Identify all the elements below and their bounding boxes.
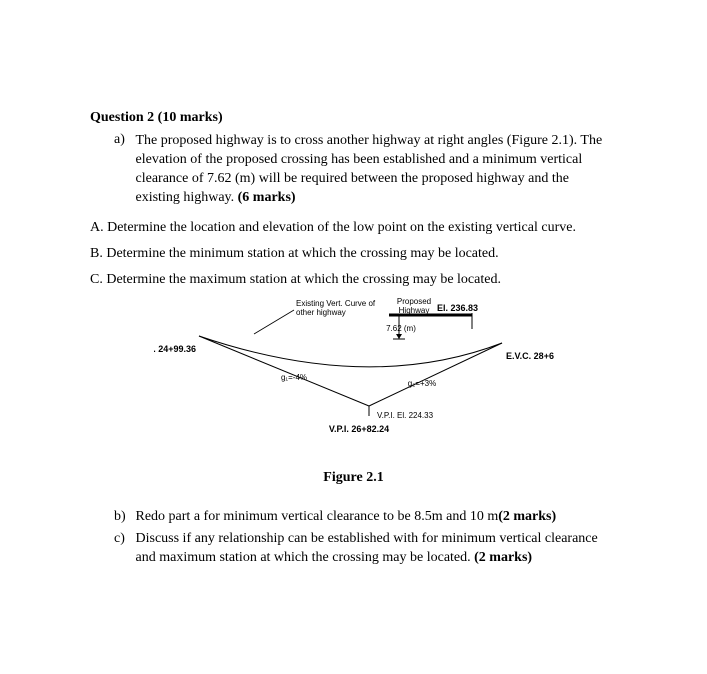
- part-c-text: Discuss if any relationship can be estab…: [136, 530, 616, 568]
- vertical-curve-diagram: P.V.C. 24+99.36 E.V.C. 28+65.12 V.P.I. E…: [154, 298, 554, 458]
- svg-text:Existing Vert. Curve of: Existing Vert. Curve of: [296, 299, 376, 308]
- svg-text:E.V.C. 28+65.12: E.V.C. 28+65.12: [506, 351, 554, 361]
- svg-text:g₁=-4%: g₁=-4%: [280, 373, 306, 382]
- part-b: b) Redo part a for minimum vertical clea…: [114, 508, 617, 527]
- part-a-text: The proposed highway is to cross another…: [136, 132, 616, 208]
- svg-text:7.62 (m): 7.62 (m): [386, 324, 416, 333]
- part-b-label: b): [114, 508, 132, 527]
- svg-text:other highway: other highway: [296, 308, 346, 317]
- svg-text:Highway: Highway: [398, 306, 429, 315]
- svg-text:V.P.I. El. 224.33: V.P.I. El. 224.33: [377, 411, 434, 420]
- part-a: a) The proposed highway is to cross anot…: [114, 132, 617, 208]
- part-a-body: The proposed highway is to cross another…: [136, 133, 603, 205]
- parts-bc: b) Redo part a for minimum vertical clea…: [114, 508, 617, 569]
- sub-A: A. Determine the location and elevation …: [90, 220, 617, 236]
- figure-2-1: P.V.C. 24+99.36 E.V.C. 28+65.12 V.P.I. E…: [154, 298, 554, 486]
- part-a-marks: (6 marks): [238, 190, 296, 205]
- part-a-label: a): [114, 132, 132, 148]
- svg-text:P.V.C. 24+99.36: P.V.C. 24+99.36: [154, 344, 196, 354]
- sub-C: C. Determine the maximum station at whic…: [90, 272, 617, 288]
- part-b-text: Redo part a for minimum vertical clearan…: [136, 508, 616, 527]
- svg-text:El. 236.83: El. 236.83: [437, 303, 478, 313]
- question-title: Question 2 (10 marks): [90, 110, 617, 126]
- sub-B: B. Determine the minimum station at whic…: [90, 246, 617, 262]
- part-b-body: Redo part a for minimum vertical clearan…: [136, 509, 499, 524]
- page-content: Question 2 (10 marks) a) The proposed hi…: [0, 0, 707, 592]
- svg-text:g₂=+3%: g₂=+3%: [407, 379, 435, 388]
- part-c: c) Discuss if any relationship can be es…: [114, 530, 617, 568]
- figure-caption: Figure 2.1: [154, 470, 554, 486]
- part-b-marks: (2 marks): [498, 509, 556, 524]
- part-c-label: c): [114, 530, 132, 549]
- part-c-marks: (2 marks): [474, 550, 532, 565]
- svg-text:V.P.I. 26+82.24: V.P.I. 26+82.24: [328, 424, 388, 434]
- svg-text:Proposed: Proposed: [396, 298, 430, 306]
